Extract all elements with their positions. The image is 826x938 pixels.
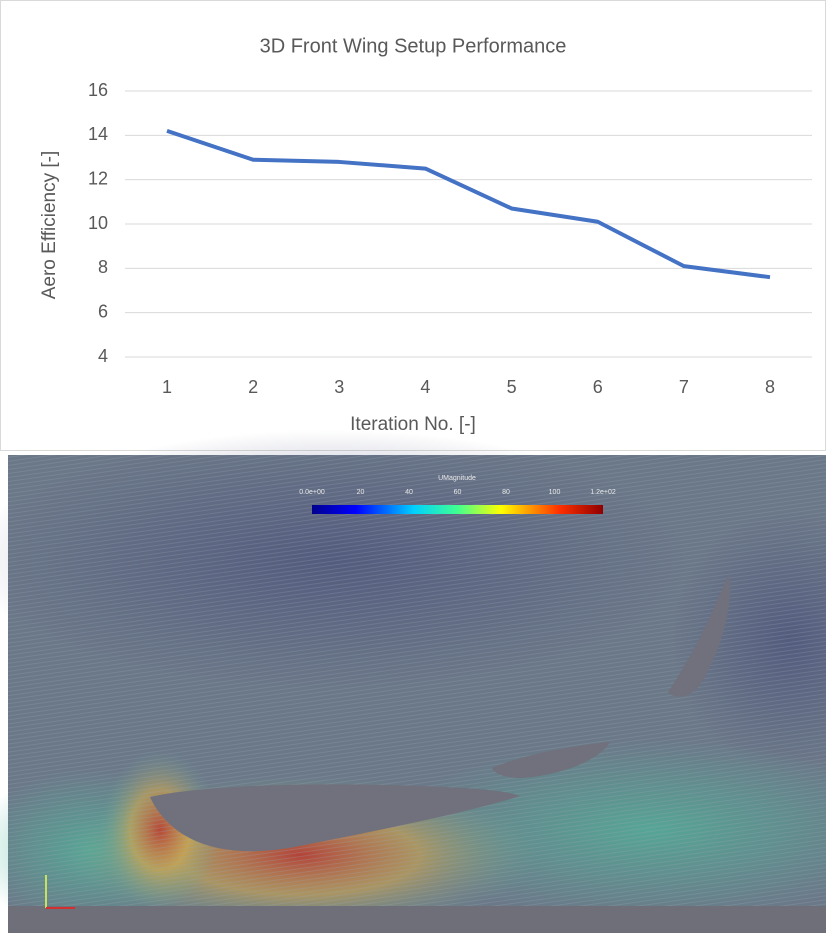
colorbar-label: 1.2e+02	[590, 489, 616, 496]
x-tick-label: 2	[248, 377, 258, 397]
data-line	[166, 129, 771, 280]
x-axis-title: Iteration No. [-]	[350, 414, 476, 435]
y-tick-label: 8	[98, 257, 108, 277]
colorbar-label: 0.0e+00	[299, 489, 325, 496]
x-tick-label: 4	[420, 377, 430, 397]
streamlines	[8, 455, 826, 933]
colorbar-label: 100	[549, 489, 561, 496]
flap	[492, 742, 610, 778]
y-tick-label: 4	[98, 346, 108, 366]
colorbar-label: 40	[405, 489, 413, 496]
cfd-image: UMagnitude 0.0e+00 20 40 60 80 100 1.2e+02	[0, 430, 826, 935]
y-tick-label: 10	[88, 213, 108, 233]
ground	[8, 906, 826, 933]
y-tick-label: 12	[88, 168, 108, 188]
upper-flap	[668, 575, 730, 697]
x-tick-label: 3	[334, 377, 344, 397]
x-tick-label: 1	[162, 377, 172, 397]
colorbar-label: 80	[502, 489, 510, 496]
colorbar-label: 60	[454, 489, 462, 496]
y-axis-title: Aero Efficiency [-]	[39, 151, 60, 300]
x-tick-label: 8	[765, 377, 775, 397]
chart-frame	[0, 0, 826, 451]
x-tick-label: 5	[507, 377, 517, 397]
main-plane	[150, 784, 520, 852]
colorbar	[312, 505, 603, 514]
colorbar-label: 20	[357, 489, 365, 496]
x-tick-label: 7	[679, 377, 689, 397]
y-tick-label: 14	[88, 124, 108, 144]
colorbar-labels: 0.0e+00 20 40 60 80 100 1.2e+02	[299, 489, 616, 496]
y-tick-label: 16	[88, 80, 108, 100]
x-tick-label: 6	[593, 377, 603, 397]
y-tick-label: 6	[98, 301, 108, 321]
chart-title: 3D Front Wing Setup Performance	[260, 35, 567, 57]
colorbar-title: UMagnitude	[438, 475, 476, 482]
